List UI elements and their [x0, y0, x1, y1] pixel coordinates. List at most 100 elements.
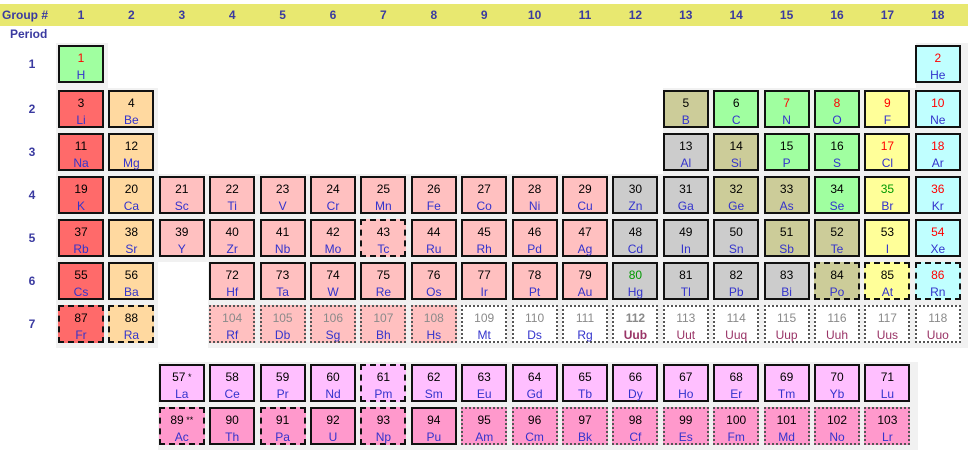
element-cell-er[interactable]: 68 Er [713, 364, 760, 402]
element-cell-na[interactable]: 11 Na [58, 133, 104, 171]
element-cell-au[interactable]: 79 Au [562, 262, 608, 300]
element-cell-pd[interactable]: 46 Pd [511, 219, 558, 257]
element-cell-be[interactable]: 4 Be [108, 90, 155, 128]
element-cell-kr[interactable]: 36 Kr [914, 176, 961, 214]
element-cell-v[interactable]: 23 V [259, 176, 306, 214]
element-cell-dy[interactable]: 66 Dy [612, 364, 659, 402]
element-cell-pr[interactable]: 59 Pr [259, 364, 306, 402]
element-cell-nd[interactable]: 60 Nd [310, 364, 356, 402]
element-cell-th[interactable]: 90 Th [209, 407, 256, 445]
element-cell-rn[interactable]: 86 Rn [914, 262, 961, 300]
element-cell-cm[interactable]: 96 Cm [511, 407, 558, 445]
element-cell-uup[interactable]: 115 Uup [763, 305, 810, 343]
element-cell-rb[interactable]: 37 Rb [58, 219, 104, 257]
element-cell-mg[interactable]: 12 Mg [108, 133, 155, 171]
element-cell-k[interactable]: 19 K [58, 176, 104, 214]
element-cell-mn[interactable]: 25 Mn [360, 176, 407, 214]
element-cell-mt[interactable]: 109 Mt [461, 305, 508, 343]
element-cell-ca[interactable]: 20 Ca [108, 176, 155, 214]
element-cell-pt[interactable]: 78 Pt [511, 262, 558, 300]
element-cell-w[interactable]: 74 W [310, 262, 356, 300]
element-cell-tm[interactable]: 69 Tm [763, 364, 810, 402]
element-cell-ge[interactable]: 32 Ge [713, 176, 760, 214]
element-cell-y[interactable]: 39 Y [158, 219, 205, 257]
element-cell-ar[interactable]: 18 Ar [914, 133, 961, 171]
element-cell-am[interactable]: 95 Am [461, 407, 508, 445]
element-cell-ba[interactable]: 56 Ba [108, 262, 155, 300]
element-cell-uus[interactable]: 117 Uus [864, 305, 911, 343]
element-cell-uuo[interactable]: 118 Uuo [914, 305, 961, 343]
element-cell-ne[interactable]: 10 Ne [914, 90, 961, 128]
element-cell-mo[interactable]: 42 Mo [310, 219, 356, 257]
element-cell-es[interactable]: 99 Es [662, 407, 709, 445]
element-cell-zn[interactable]: 30 Zn [612, 176, 659, 214]
element-cell-al[interactable]: 13 Al [662, 133, 709, 171]
element-cell-sn[interactable]: 50 Sn [713, 219, 760, 257]
element-cell-sb[interactable]: 51 Sb [763, 219, 810, 257]
element-cell-no[interactable]: 102 No [814, 407, 860, 445]
element-cell-nb[interactable]: 41 Nb [259, 219, 306, 257]
element-cell-pu[interactable]: 94 Pu [410, 407, 457, 445]
element-cell-cl[interactable]: 17 Cl [864, 133, 911, 171]
element-cell-zr[interactable]: 40 Zr [209, 219, 256, 257]
element-cell-cf[interactable]: 98 Cf [612, 407, 659, 445]
element-cell-po[interactable]: 84 Po [814, 262, 860, 300]
element-cell-tc[interactable]: 43 Tc [360, 219, 407, 257]
element-cell-br[interactable]: 35 Br [864, 176, 911, 214]
element-cell-pm[interactable]: 61 Pm [360, 364, 407, 402]
element-cell-sm[interactable]: 62 Sm [410, 364, 457, 402]
element-cell-ds[interactable]: 110 Ds [511, 305, 558, 343]
element-cell-ho[interactable]: 67 Ho [662, 364, 709, 402]
element-cell-bk[interactable]: 97 Bk [562, 407, 608, 445]
element-cell-s[interactable]: 16 S [814, 133, 860, 171]
element-cell-fm[interactable]: 100 Fm [713, 407, 760, 445]
element-cell-rg[interactable]: 111 Rg [562, 305, 608, 343]
element-cell-cd[interactable]: 48 Cd [612, 219, 659, 257]
element-cell-ta[interactable]: 73 Ta [259, 262, 306, 300]
element-cell-i[interactable]: 53 I [864, 219, 911, 257]
element-cell-fr[interactable]: 87 Fr [58, 305, 104, 343]
element-cell-se[interactable]: 34 Se [814, 176, 860, 214]
element-cell-as[interactable]: 33 As [763, 176, 810, 214]
element-cell-ag[interactable]: 47 Ag [562, 219, 608, 257]
element-cell-ru[interactable]: 44 Ru [410, 219, 457, 257]
element-cell-sc[interactable]: 21 Sc [158, 176, 205, 214]
element-cell-hg[interactable]: 80 Hg [612, 262, 659, 300]
element-cell-uub[interactable]: 112 Uub [612, 305, 659, 343]
element-cell-sr[interactable]: 38 Sr [108, 219, 155, 257]
element-cell-fe[interactable]: 26 Fe [410, 176, 457, 214]
element-cell-cu[interactable]: 29 Cu [562, 176, 608, 214]
element-cell-uuh[interactable]: 116 Uuh [814, 305, 860, 343]
element-cell-xe[interactable]: 54 Xe [914, 219, 961, 257]
element-cell-gd[interactable]: 64 Gd [511, 364, 558, 402]
element-cell-ra[interactable]: 88 Ra [108, 305, 155, 343]
element-cell-uut[interactable]: 113 Uut [662, 305, 709, 343]
element-cell-lr[interactable]: 103 Lr [864, 407, 911, 445]
element-cell-bi[interactable]: 83 Bi [763, 262, 810, 300]
element-cell-lu[interactable]: 71 Lu [864, 364, 911, 402]
element-cell-hs[interactable]: 108 Hs [410, 305, 457, 343]
element-cell-cr[interactable]: 24 Cr [310, 176, 356, 214]
element-cell-yb[interactable]: 70 Yb [814, 364, 860, 402]
element-cell-np[interactable]: 93 Np [360, 407, 407, 445]
element-cell-re[interactable]: 75 Re [360, 262, 407, 300]
element-cell-eu[interactable]: 63 Eu [461, 364, 508, 402]
element-cell-ir[interactable]: 77 Ir [461, 262, 508, 300]
element-cell-db[interactable]: 105 Db [259, 305, 306, 343]
element-cell-he[interactable]: 2 He [914, 45, 961, 83]
element-cell-uuq[interactable]: 114 Uuq [713, 305, 760, 343]
element-cell-si[interactable]: 14 Si [713, 133, 760, 171]
element-cell-ce[interactable]: 58 Ce [209, 364, 256, 402]
element-cell-bh[interactable]: 107 Bh [360, 305, 407, 343]
element-cell-tl[interactable]: 81 Tl [662, 262, 709, 300]
element-cell-ni[interactable]: 28 Ni [511, 176, 558, 214]
element-cell-u[interactable]: 92 U [310, 407, 356, 445]
element-cell-p[interactable]: 15 P [763, 133, 810, 171]
element-cell-pb[interactable]: 82 Pb [713, 262, 760, 300]
element-cell-md[interactable]: 101 Md [763, 407, 810, 445]
